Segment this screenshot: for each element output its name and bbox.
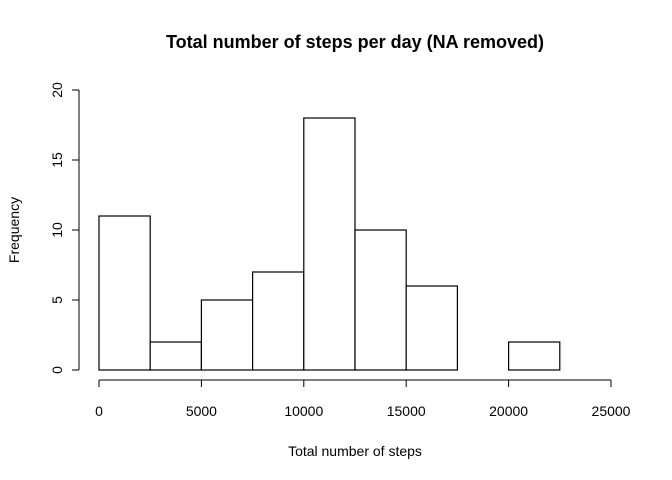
x-tick-label: 25000 — [592, 403, 631, 419]
x-axis-label: Total number of steps — [288, 443, 422, 459]
y-axis: 0 5 10 15 20 — [49, 82, 80, 374]
y-tick-label: 15 — [49, 152, 65, 168]
x-tick-label: 0 — [95, 403, 103, 419]
y-tick-label: 10 — [49, 222, 65, 238]
bar-7500-10000 — [252, 271, 305, 371]
y-axis-label: Frequency — [6, 197, 22, 263]
bar-2500-5000 — [149, 341, 202, 371]
y-tick-label: 5 — [49, 296, 65, 304]
bar-12500-15000 — [354, 229, 407, 371]
bar-10000-12500 — [303, 117, 356, 371]
chart-title: Total number of steps per day (NA remove… — [166, 32, 544, 52]
x-tick-label: 5000 — [186, 403, 217, 419]
bar-20000-22500 — [508, 341, 561, 371]
x-axis: 0 5000 10000 15000 20000 25000 — [95, 379, 631, 419]
bars-group — [98, 117, 561, 371]
x-tick-label: 20000 — [489, 403, 528, 419]
x-tick-label: 15000 — [387, 403, 426, 419]
x-tick-label: 10000 — [284, 403, 323, 419]
y-tick-label: 20 — [49, 82, 65, 98]
y-tick-label: 0 — [49, 366, 65, 374]
bar-0-2500 — [98, 215, 151, 371]
bar-5000-7500 — [200, 299, 254, 371]
bar-15000-17500 — [405, 285, 459, 371]
